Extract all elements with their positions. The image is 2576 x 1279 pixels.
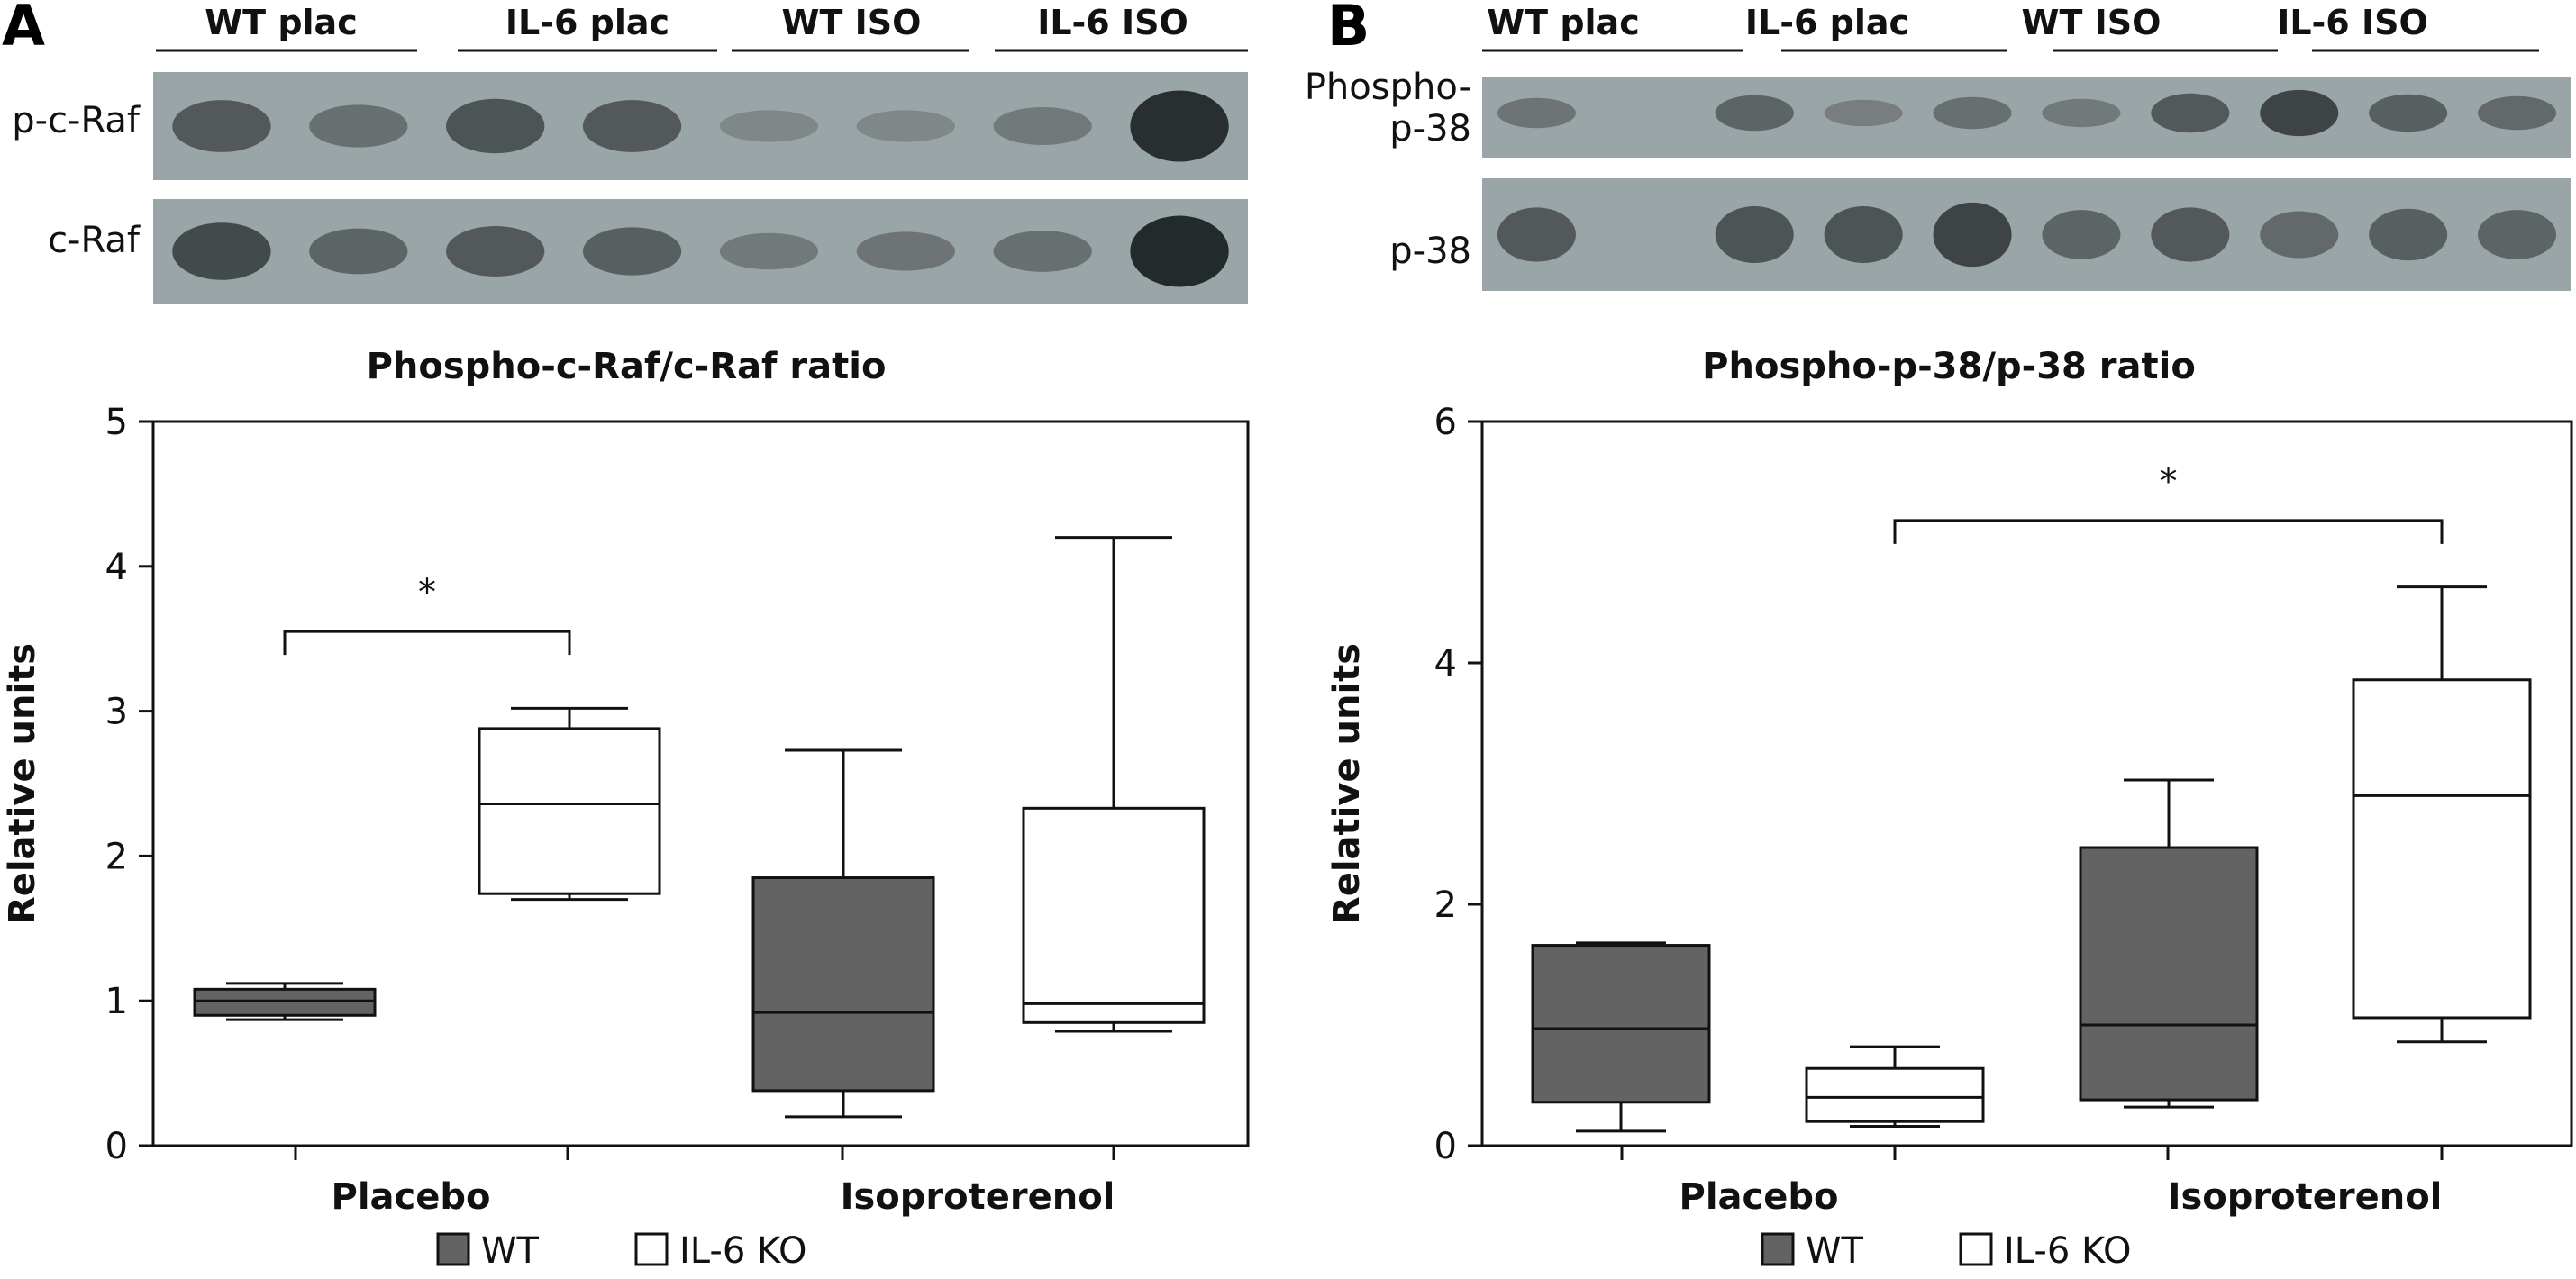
box-isoproterenol-wt — [751, 748, 935, 1119]
category-label: Placebo — [1679, 1176, 1839, 1218]
blot-band — [1130, 90, 1229, 162]
plot-frame — [151, 420, 1250, 1147]
legend-label: IL-6 KO — [679, 1230, 807, 1272]
blot-band — [1497, 97, 1576, 129]
legend-label: IL-6 KO — [2004, 1230, 2132, 1272]
blot-band — [172, 222, 271, 280]
box-placebo-wt — [1531, 941, 1711, 1133]
blot-band — [719, 110, 819, 142]
blot-band — [1130, 215, 1229, 287]
box-placebo-il-6-ko — [478, 706, 661, 902]
blot-band — [993, 231, 1092, 272]
y-tick-label: 0 — [105, 1126, 128, 1167]
box-iqr — [478, 727, 661, 895]
blot-band — [2478, 95, 2557, 131]
legend-label: WT — [481, 1230, 540, 1272]
lane-group-label: WT plac — [205, 3, 357, 42]
y-tick-label: 3 — [105, 692, 128, 733]
blot-row-label: p-c-Raf — [12, 100, 141, 141]
box-iqr — [1022, 806, 1206, 1024]
blot-band — [2369, 94, 2448, 132]
blot-band — [2369, 208, 2448, 261]
panel-b: B WT plac IL-6 plac WT ISO IL-6 ISO Phospho-p… — [1305, 0, 2573, 1272]
box-isoproterenol-il-6-ko — [2352, 585, 2532, 1044]
lane-group-label: IL-6 plac — [505, 3, 669, 42]
y-tick-label: 2 — [105, 836, 128, 877]
box-iqr — [2352, 678, 2532, 1020]
blot-band — [2260, 89, 2339, 137]
blot-band — [1824, 99, 1903, 127]
legend-swatch — [634, 1232, 669, 1266]
category-label: Isoproterenol — [2168, 1176, 2443, 1218]
blot-band — [1715, 206, 1794, 263]
blot-band — [1933, 96, 2012, 130]
box-iqr — [1805, 1066, 1985, 1123]
legend-label: WT — [1806, 1230, 1864, 1272]
lane-group-label: WT plac — [1487, 3, 1639, 42]
y-tick-label: 2 — [1434, 884, 1457, 926]
chart-title: Phospho-p-38/p-38 ratio — [1702, 346, 2196, 387]
blot-band — [582, 100, 682, 152]
box-iqr — [2079, 846, 2259, 1102]
plot-frame — [1480, 420, 2573, 1147]
box-isoproterenol-il-6-ko — [1022, 536, 1206, 1033]
box-iqr — [751, 876, 935, 1093]
category-label: Isoproterenol — [841, 1176, 1115, 1218]
blot-band — [309, 228, 408, 275]
blot-row-label: p-38 — [1389, 231, 1471, 272]
lane-group-label: WT ISO — [2022, 3, 2162, 42]
blot-band — [309, 104, 408, 148]
blot-band — [856, 110, 955, 142]
blot-band — [446, 226, 545, 277]
lane-group-label: IL-6 ISO — [1037, 3, 1188, 42]
significance-bracket — [1893, 519, 2444, 544]
blot-band — [1933, 202, 2012, 268]
blot-band — [719, 232, 819, 270]
significance-star: * — [2160, 461, 2178, 503]
panel-letter: B — [1327, 0, 1370, 59]
legend-swatch — [436, 1232, 470, 1266]
blot-band — [1497, 207, 1576, 262]
significance-star: * — [418, 572, 436, 613]
blot-band — [446, 98, 545, 154]
box-placebo-wt — [193, 982, 377, 1021]
y-tick-label: 6 — [1434, 402, 1457, 443]
blot-band — [2260, 211, 2339, 259]
blot-band — [582, 227, 682, 276]
blot-band — [1715, 95, 1794, 132]
blot-band — [993, 107, 1092, 145]
blot-band — [2478, 210, 2557, 259]
legend-swatch — [1761, 1232, 1795, 1266]
significance-bracket — [283, 630, 571, 656]
y-axis-label: Relative units — [1326, 643, 1368, 924]
box-iqr — [193, 987, 377, 1017]
blot-band — [1824, 206, 1903, 263]
panel-a: A WT plac IL-6 plac WT ISO IL-6 ISO p-c-Raf c-… — [2, 0, 1250, 1272]
blot-band — [2042, 210, 2121, 259]
blot-row-label: Phospho-p-38 — [1305, 67, 1471, 150]
blot-row-label: c-Raf — [48, 220, 141, 261]
category-label: Placebo — [332, 1176, 491, 1218]
blot-band — [2151, 93, 2230, 133]
lane-group-label: IL-6 plac — [1745, 3, 1909, 42]
box-isoproterenol-wt — [2079, 778, 2259, 1109]
box-iqr — [1531, 944, 1711, 1104]
y-tick-label: 5 — [105, 402, 128, 443]
blot-band — [172, 100, 271, 152]
legend-swatch — [1959, 1232, 1993, 1266]
blot-band — [2151, 207, 2230, 262]
y-tick-label: 0 — [1434, 1126, 1457, 1167]
lane-group-label: WT ISO — [782, 3, 922, 42]
y-axis-label: Relative units — [2, 643, 43, 924]
box-placebo-il-6-ko — [1805, 1045, 1985, 1129]
blot-band — [2042, 98, 2121, 128]
y-tick-label: 4 — [1434, 643, 1457, 685]
y-tick-label: 1 — [105, 981, 128, 1022]
chart-title: Phospho-c-Raf/c-Raf ratio — [367, 346, 887, 387]
y-tick-label: 4 — [105, 547, 128, 588]
panel-letter: A — [2, 0, 45, 59]
blot-band — [856, 231, 955, 271]
lane-group-label: IL-6 ISO — [2277, 3, 2428, 42]
